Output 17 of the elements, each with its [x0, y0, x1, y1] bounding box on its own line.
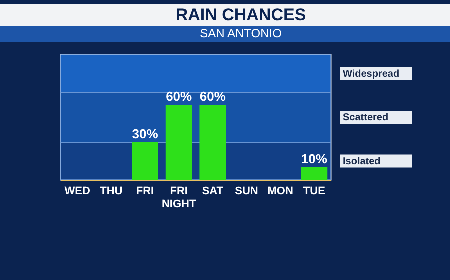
chart-title: RAIN CHANCES — [176, 6, 306, 25]
x-tick-label: SAT — [202, 186, 224, 198]
data-label: 30% — [132, 126, 159, 142]
data-label: 10% — [301, 152, 328, 166]
x-tick-label: WED — [64, 186, 90, 198]
band-label: Isolated — [343, 156, 381, 168]
x-tick-label: FRI NIGHT — [162, 186, 196, 210]
x-tick-label: THU — [100, 186, 123, 198]
x-tick-label: FRI — [136, 186, 154, 198]
band-label: Widespread — [343, 68, 400, 80]
band-label: Scattered — [343, 112, 389, 124]
chart-subtitle: SAN ANTONIO — [200, 26, 282, 41]
x-tick-label: MON — [268, 186, 294, 198]
data-label: 60% — [200, 89, 226, 104]
x-tick-label: SUN — [235, 186, 258, 198]
x-tick-label: TUE — [303, 186, 326, 198]
data-label: 60% — [166, 89, 193, 104]
